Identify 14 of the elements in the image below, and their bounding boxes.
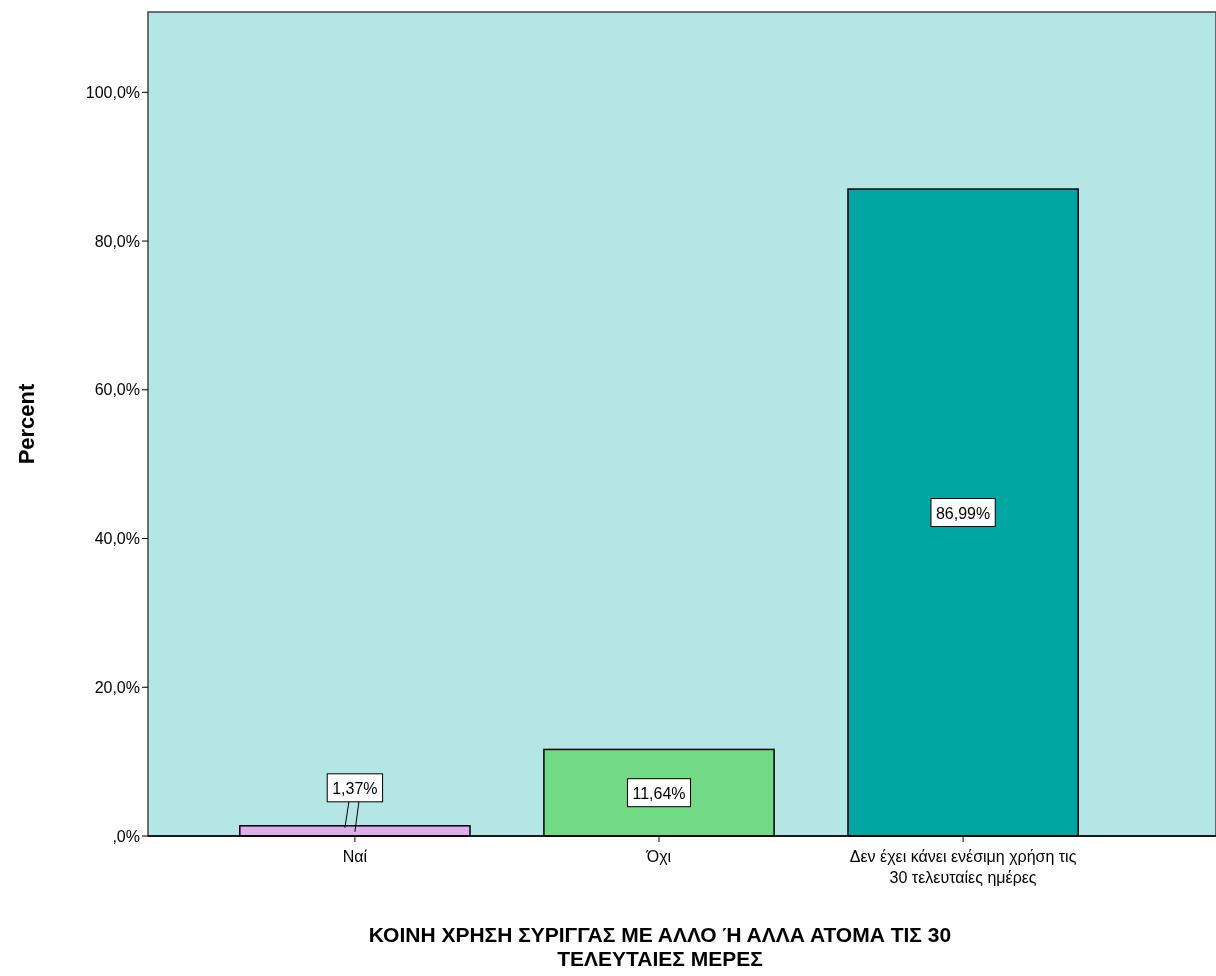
y-tick-label: 40,0% bbox=[94, 530, 140, 548]
x-tick-label: Ναί bbox=[342, 848, 368, 865]
data-label: 1,37% bbox=[332, 779, 378, 797]
x-tick-label: Δεν έχει κάνει ενέσιμη χρήση τις 30 τελευταίες ημέρες bbox=[849, 848, 1077, 886]
y-tick-label: 100,0% bbox=[85, 83, 140, 101]
data-label: 11,64% bbox=[632, 784, 686, 802]
x-tick-label: Όχι bbox=[645, 848, 672, 865]
y-tick-label: ,0% bbox=[112, 827, 140, 845]
y-tick-label: 20,0% bbox=[94, 678, 140, 696]
y-axis-title: Percent bbox=[14, 382, 39, 465]
y-tick-label: 80,0% bbox=[94, 232, 140, 250]
x-axis-title: ΚΟΙΝΗ ΧΡΗΣΗ ΣΥΡΙΓΓΑΣ ΜΕ ΑΛΛΟ Ή ΑΛΛΑ ΑΤΟΜΑ ΤΙΣ 30 ΤΕΛΕΥΤΑΙΕΣ ΜΕΡΕΣ bbox=[368, 923, 952, 970]
data-label: 86,99% bbox=[935, 504, 991, 522]
y-tick-label: 60,0% bbox=[94, 381, 140, 399]
